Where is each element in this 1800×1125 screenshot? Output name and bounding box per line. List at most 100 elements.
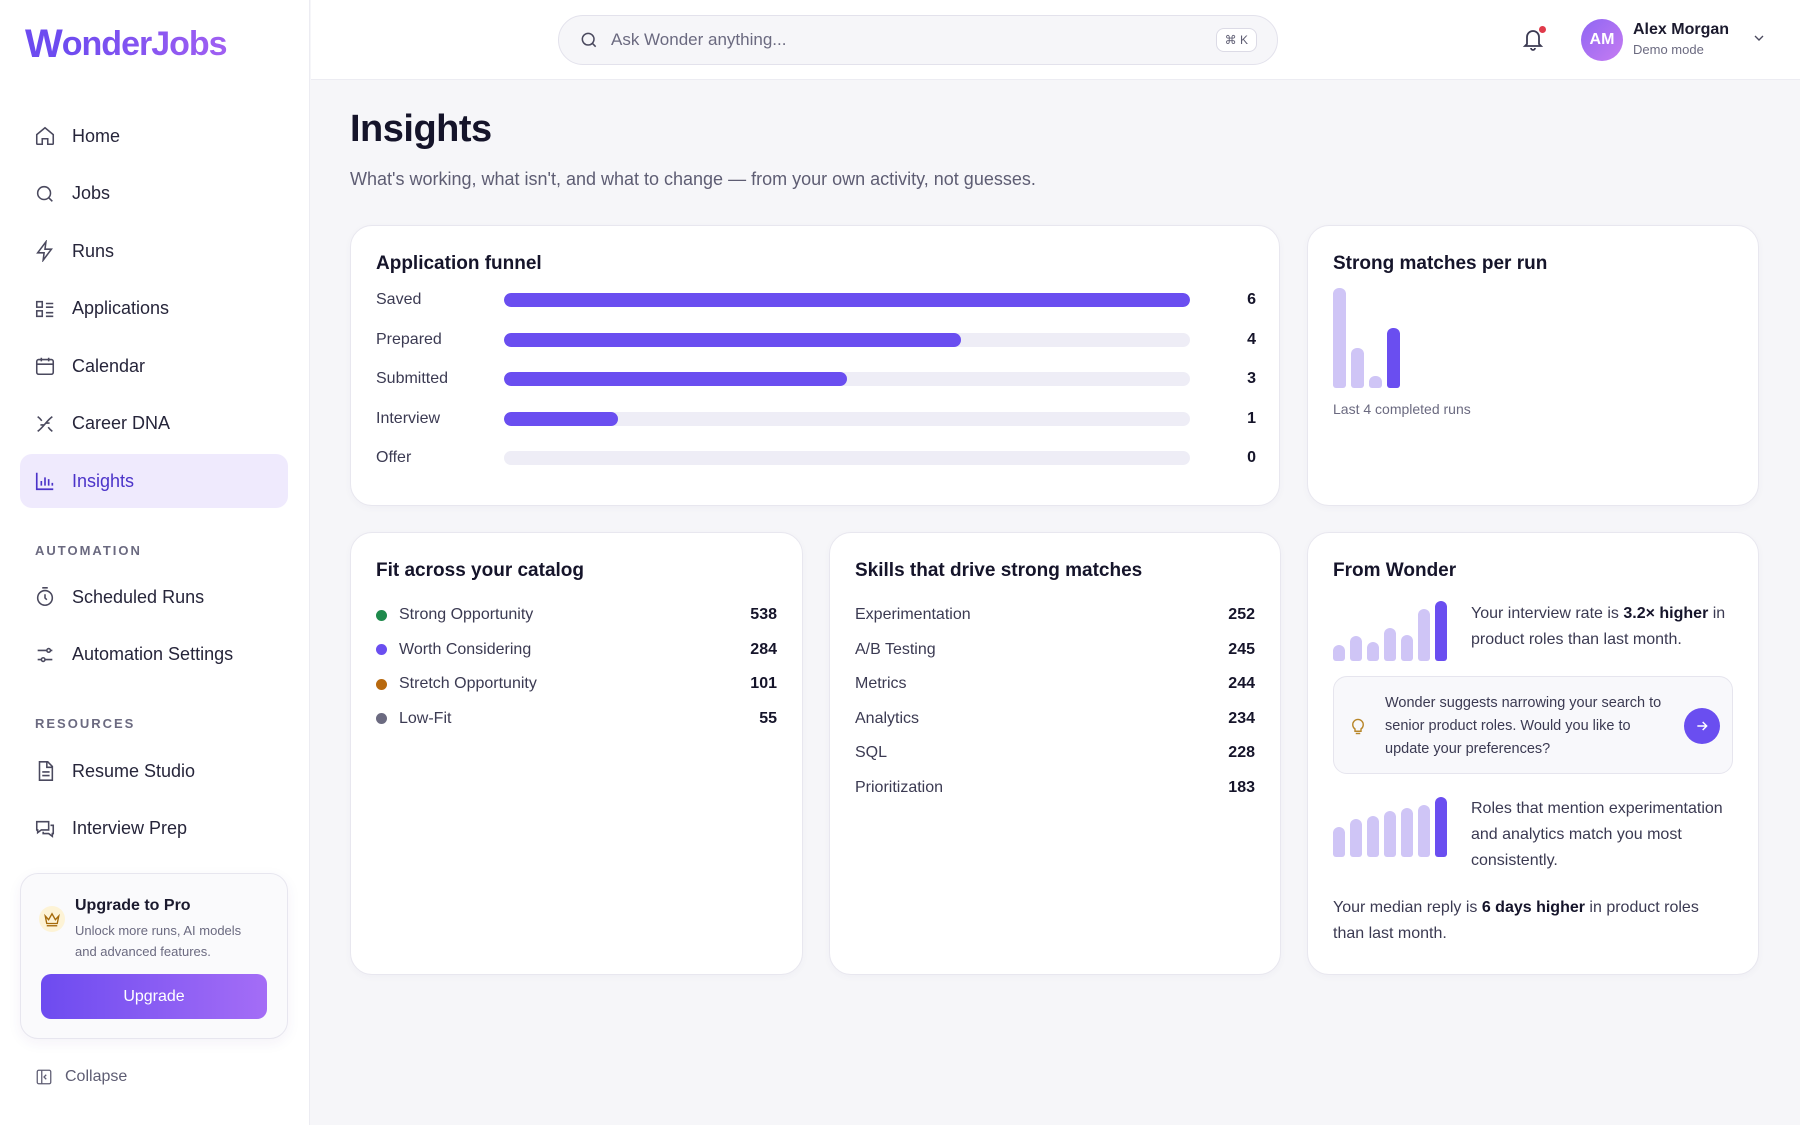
funnel-row: Prepared 4	[376, 329, 1256, 351]
sidebar-item-label: Home	[72, 125, 121, 146]
avatar[interactable]: AM	[1581, 19, 1623, 61]
user-menu-toggle[interactable]	[1751, 30, 1767, 51]
funnel-row: Submitted 3	[376, 368, 1256, 390]
insight-text-post: in product roles than last month.	[1471, 605, 1726, 648]
bell-icon	[1522, 30, 1544, 51]
chart-bar	[1351, 348, 1364, 388]
sidebar-item-calendar[interactable]: Calendar	[20, 339, 288, 393]
funnel-track	[504, 293, 1190, 307]
notifications-button[interactable]	[1521, 25, 1547, 57]
median-reply-insight: Your median reply is 6 days higher in pr…	[1333, 895, 1733, 947]
sidebar-item-label: Interview Prep	[72, 818, 188, 838]
insight-text-pre: Your interview rate is	[1471, 605, 1624, 622]
page-subtitle: What's working, what isn't, and what to …	[350, 169, 1036, 189]
skill-row: Analytics 234	[855, 707, 1255, 731]
funnel-track	[504, 411, 1190, 426]
sidebar-item-label: Insights	[72, 470, 135, 491]
insight-text-pre: Your median reply is	[1333, 899, 1482, 916]
chart-bar	[1333, 644, 1345, 661]
collapse-label: Collapse	[65, 1068, 128, 1085]
skill-row: SQL 228	[855, 741, 1255, 765]
funnel-track	[504, 451, 1190, 465]
interview-rate-chart	[1333, 601, 1452, 661]
chart-bar	[1369, 376, 1382, 388]
fit-row: Stretch Opportunity 101	[376, 672, 777, 696]
sidebar-item-automation-settings[interactable]: Automation Settings	[20, 628, 288, 682]
chart-bar	[1350, 818, 1362, 857]
application-funnel-card: Application funnel Saved 6 Prepared 4 Submit…	[350, 225, 1280, 506]
funnel-track	[504, 332, 1190, 347]
chart-bar	[1384, 628, 1396, 661]
sidebar-item-career-dna[interactable]: Career DNA	[20, 397, 288, 451]
sidebar-item-label: Runs	[72, 240, 115, 261]
upgrade-button[interactable]: Upgrade	[41, 974, 267, 1019]
automation-section-label: AUTOMATION	[35, 543, 142, 558]
resources-nav: Resume Studio Interview Prep	[20, 744, 288, 859]
apply-suggestion-button[interactable]	[1684, 708, 1720, 744]
interview-rate-insight: Your interview rate is 3.2× higher in pr…	[1471, 601, 1736, 653]
document-icon	[38, 761, 54, 781]
chart-bar	[1333, 827, 1345, 857]
skill-label: A/B Testing	[855, 640, 936, 658]
list-icon	[35, 300, 54, 317]
card-title: Fit across your catalog	[376, 560, 585, 581]
bolt-icon	[36, 240, 53, 262]
funnel-row: Offer 0	[376, 447, 1256, 469]
search-input[interactable]	[611, 30, 1211, 50]
sidebar-item-insights[interactable]: Insights	[20, 454, 288, 508]
skill-row: Experimentation 252	[855, 603, 1255, 627]
sidebar-item-runs[interactable]: Runs	[20, 224, 288, 278]
upgrade-card: Upgrade to Pro Unlock more runs, AI mode…	[20, 873, 288, 1039]
funnel-label: Interview	[376, 409, 441, 427]
fit-count: 55	[759, 709, 777, 727]
skill-count: 245	[1228, 640, 1255, 658]
skill-count: 252	[1228, 606, 1255, 623]
sidebar-item-jobs[interactable]: Jobs	[20, 167, 288, 221]
collapse-button[interactable]: Collapse	[35, 1068, 127, 1086]
status-dot	[376, 713, 387, 724]
skill-label: SQL	[855, 744, 888, 761]
bar-chart-icon	[35, 472, 54, 491]
lightbulb-icon	[1352, 718, 1364, 735]
chart-bar	[1333, 288, 1346, 388]
calendar-icon	[35, 357, 55, 376]
shortcut-badge: ⌘ K	[1215, 28, 1257, 52]
funnel-row: Saved 6	[376, 289, 1256, 311]
user-name[interactable]: Alex Morgan	[1633, 21, 1730, 38]
fit-label: Low-Fit	[399, 709, 452, 727]
chat-icon	[35, 820, 55, 838]
sidebar-item-label: Automation Settings	[72, 644, 234, 664]
fit-count: 538	[750, 606, 777, 623]
fit-row: Low-Fit 55	[376, 707, 777, 731]
chart-bar	[1418, 609, 1430, 661]
skill-count: 244	[1228, 675, 1255, 692]
strong-matches-chart	[1333, 288, 1405, 388]
sidebar-item-scheduled-runs[interactable]: Scheduled Runs	[20, 570, 288, 624]
chart-bar	[1435, 797, 1447, 857]
resources-section-label: RESOURCES	[35, 716, 136, 731]
sliders-icon	[37, 647, 53, 662]
skill-row: A/B Testing 245	[855, 638, 1255, 662]
chart-bar	[1435, 601, 1447, 661]
search-icon	[581, 32, 597, 48]
chart-bar	[1367, 816, 1379, 857]
card-title: From Wonder	[1333, 560, 1457, 581]
sidebar-item-home[interactable]: Home	[20, 109, 288, 163]
role-match-chart	[1333, 797, 1452, 857]
search-bar[interactable]: ⌘ K	[558, 15, 1278, 65]
logo-w: W	[25, 22, 63, 66]
funnel-label: Submitted	[376, 370, 449, 387]
automation-nav: Scheduled Runs Automation Settings	[20, 570, 288, 685]
chart-bar	[1350, 636, 1362, 661]
sidebar-item-applications[interactable]: Applications	[20, 282, 288, 336]
insight-highlight: 3.2× higher	[1623, 605, 1709, 622]
sidebar-item-resume-studio[interactable]: Resume Studio	[20, 744, 288, 798]
sidebar-item-interview-prep[interactable]: Interview Prep	[20, 802, 288, 856]
strong-matches-card: Strong matches per run Last 4 completed …	[1307, 225, 1759, 506]
funnel-fill	[504, 372, 847, 386]
funnel-value: 4	[1247, 330, 1256, 348]
role-match-insight: Roles that mention experimentation and a…	[1471, 800, 1723, 869]
card-title: Strong matches per run	[1333, 253, 1548, 274]
funnel-label: Prepared	[376, 330, 442, 348]
